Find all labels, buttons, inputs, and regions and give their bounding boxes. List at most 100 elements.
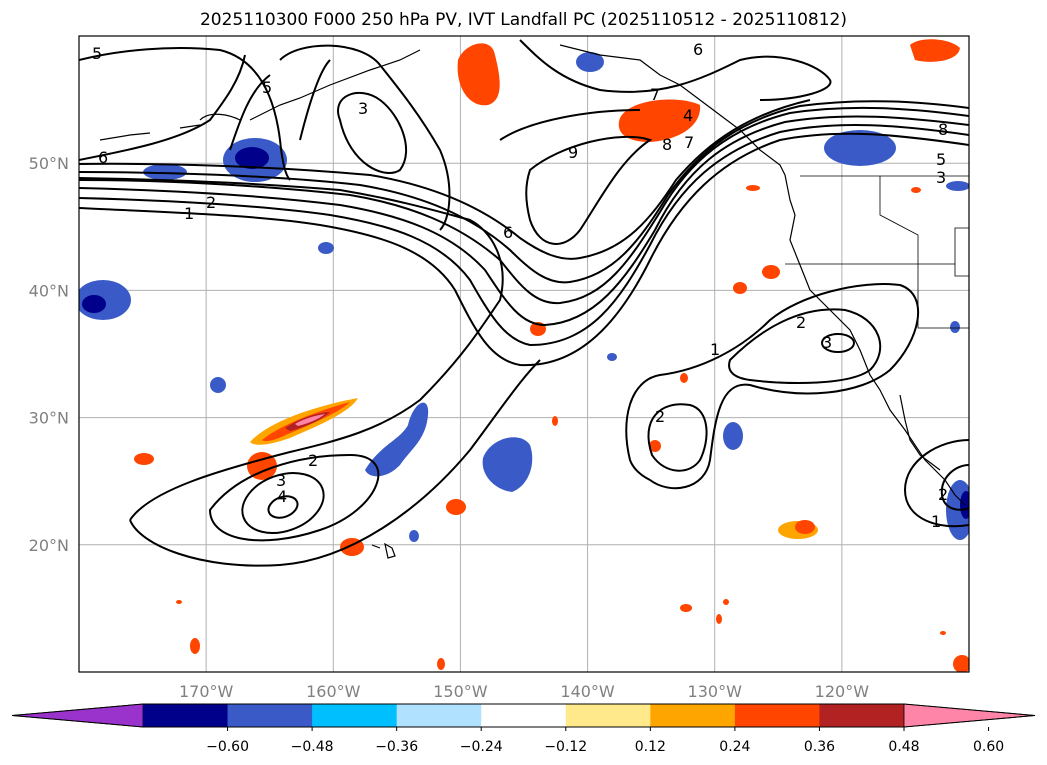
pv-negative-area [824, 130, 896, 166]
north-america-coast [559, 44, 966, 506]
baja-coast [899, 394, 941, 471]
contour-line [625, 283, 919, 490]
colorbar-tick-label: 0.36 [804, 739, 835, 755]
contour-label: 1 [931, 512, 941, 531]
colorbar-segment [396, 704, 482, 727]
latitude-labels: 50°N 40°N 30°N 20°N [29, 154, 69, 555]
pv-positive-area [649, 440, 661, 452]
colorbar-tick-label: −0.60 [206, 739, 249, 755]
pv-positive-area [176, 600, 182, 604]
longitude-labels: 170°W 160°W 150°W 140°W 130°W 120°W [179, 682, 869, 701]
contour-labels: 5 5 3 6 9 6 7 8 1 2 1 2 2 3 2 3 4 1 2 6 … [92, 40, 948, 531]
colorbar-segment [481, 704, 567, 727]
contour-label: 2 [796, 313, 806, 332]
contour-label: 6 [693, 40, 703, 59]
contour-line [519, 39, 832, 101]
contour-line [79, 99, 811, 260]
contour-label: 3 [358, 99, 368, 118]
contour-label: 7 [650, 85, 660, 104]
plot-area [79, 36, 969, 672]
contour-line [79, 54, 246, 161]
contour-label: 5 [262, 78, 272, 97]
contour-line [337, 91, 408, 174]
colorbar-segment [734, 704, 820, 727]
pv-positive-peak [295, 414, 325, 426]
contour-label: 3 [276, 471, 286, 490]
lon-tick-label: 130°W [688, 682, 743, 701]
pv-negative-area [318, 242, 334, 254]
colorbar-tick-label: −0.12 [544, 739, 587, 755]
lon-tick-label: 170°W [179, 682, 234, 701]
contour-line [903, 439, 969, 528]
pv-negative-area [723, 422, 743, 450]
pv-positive-area [795, 520, 815, 534]
contour-label: 8 [938, 120, 948, 139]
pv-positive-area [910, 39, 960, 62]
pv-positive-area [446, 499, 466, 515]
contour-line [79, 100, 969, 284]
pv-negative-core [235, 147, 269, 169]
colorbar-tick-label: 0.24 [719, 739, 750, 755]
pv-positive-area [911, 187, 921, 193]
colorbar-segment [143, 704, 229, 727]
lat-tick-label: 50°N [29, 154, 69, 173]
pv-positive-area [746, 185, 760, 191]
map-title: 2025110300 F000 250 hPa PV, IVT Landfall… [199, 10, 847, 30]
plot-frame [78, 35, 970, 673]
contour-line [525, 135, 653, 245]
coastlines [99, 44, 966, 559]
contour-line [79, 47, 291, 181]
pv-positive-area [716, 614, 722, 624]
pv-negative-area [409, 530, 419, 542]
pv-negative-area [946, 181, 969, 191]
contour-label: 9 [568, 143, 578, 162]
contour-line [79, 106, 969, 305]
contour-label: 3 [822, 333, 832, 352]
pv-positive-area [680, 373, 688, 383]
lat-tick-label: 30°N [29, 409, 69, 428]
contour-line [279, 44, 451, 231]
colorbar-segment [312, 704, 398, 727]
pv-positive-area [733, 282, 747, 294]
pv-positive-area [457, 43, 500, 106]
pv-positive-area [953, 655, 969, 672]
contour-line [267, 495, 299, 519]
pv-anomaly-shading [79, 39, 969, 672]
contour-label: 3 [936, 168, 946, 187]
pv-positive-area [552, 416, 558, 426]
contour-line [821, 333, 855, 353]
colorbar: −0.60 −0.48 −0.36 −0.24 −0.12 0.12 0.24 0.36 0.4… [11, 703, 1036, 755]
lon-tick-label: 120°W [815, 682, 870, 701]
contour-line [79, 123, 969, 347]
pv-negative-area [607, 353, 617, 361]
pv-negative-area [950, 321, 960, 333]
lon-tick-label: 160°W [306, 682, 361, 701]
hawaii-islands [371, 542, 396, 559]
contour-line [79, 115, 969, 327]
contour-line [208, 453, 380, 542]
contour-line [79, 177, 504, 521]
contour-label: 2 [308, 451, 318, 470]
contour-line [229, 59, 331, 151]
aleutian-coast [99, 49, 421, 141]
contour-line [940, 464, 969, 511]
colorbar-segment [819, 704, 905, 727]
contour-label: 7 [684, 133, 694, 152]
colorbar-tick-label: 0.12 [635, 739, 666, 755]
lon-tick-label: 140°W [560, 682, 615, 701]
contour-label: 4 [277, 487, 287, 506]
pv-positive-area [680, 604, 692, 612]
pv-negative-area [210, 377, 226, 393]
pv-negative-core [960, 491, 969, 519]
ivt-contours [79, 39, 969, 567]
colorbar-extend-min [11, 703, 144, 728]
contour-label: 4 [683, 106, 693, 125]
contour-line [129, 359, 541, 567]
colorbar-tick-label: 0.48 [888, 739, 919, 755]
contour-label: 8 [662, 135, 672, 154]
pv-positive-area [762, 265, 780, 279]
lat-tick-label: 40°N [29, 281, 69, 300]
pv-positive-area [723, 599, 729, 605]
contour-label: 5 [936, 150, 946, 169]
